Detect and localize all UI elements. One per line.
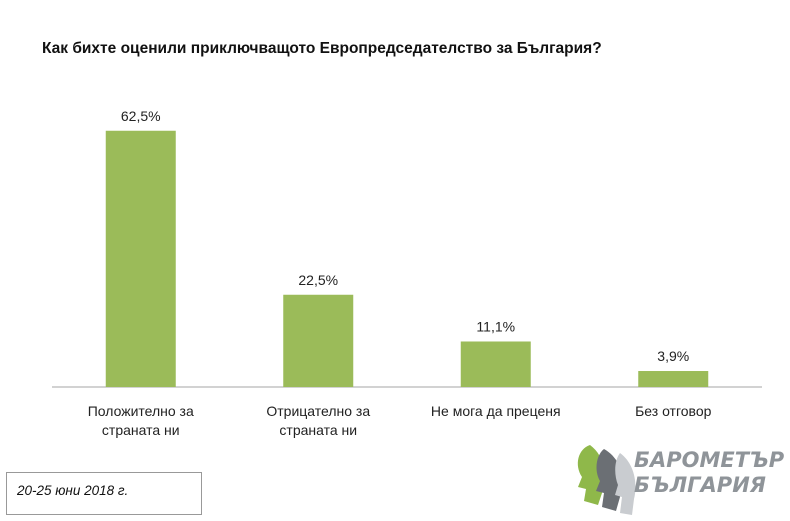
category-label: страната ни (279, 422, 357, 438)
bar-chart: 62,5% Положително за страната ни 22,5% Отриц… (52, 108, 762, 438)
bar (638, 371, 709, 387)
bar (283, 294, 354, 387)
logo-line2: БЪЛГАРИЯ (634, 473, 766, 497)
category-label: страната ни (102, 422, 180, 438)
date-note: 20-25 юни 2018 г. (6, 472, 202, 515)
bar (105, 130, 176, 387)
chart-title: Как бихте оценили приключващото Европред… (42, 40, 602, 57)
bar (460, 341, 531, 387)
data-label: 3,9% (657, 348, 689, 364)
data-label: 62,5% (121, 108, 161, 124)
barometer-bulgaria-logo: БАРОМЕТЪР БЪЛГАРИЯ (577, 445, 785, 515)
data-label: 11,1% (476, 318, 515, 334)
category-label: Не мога да преценя (431, 403, 561, 419)
data-label: 22,5% (298, 272, 338, 288)
category-label: Отрицателно за (266, 403, 370, 419)
category-label: Положително за (88, 403, 194, 419)
logo-line1: БАРОМЕТЪР (634, 448, 785, 472)
category-label: Без отговор (635, 403, 712, 419)
logo-head-light (615, 453, 636, 515)
